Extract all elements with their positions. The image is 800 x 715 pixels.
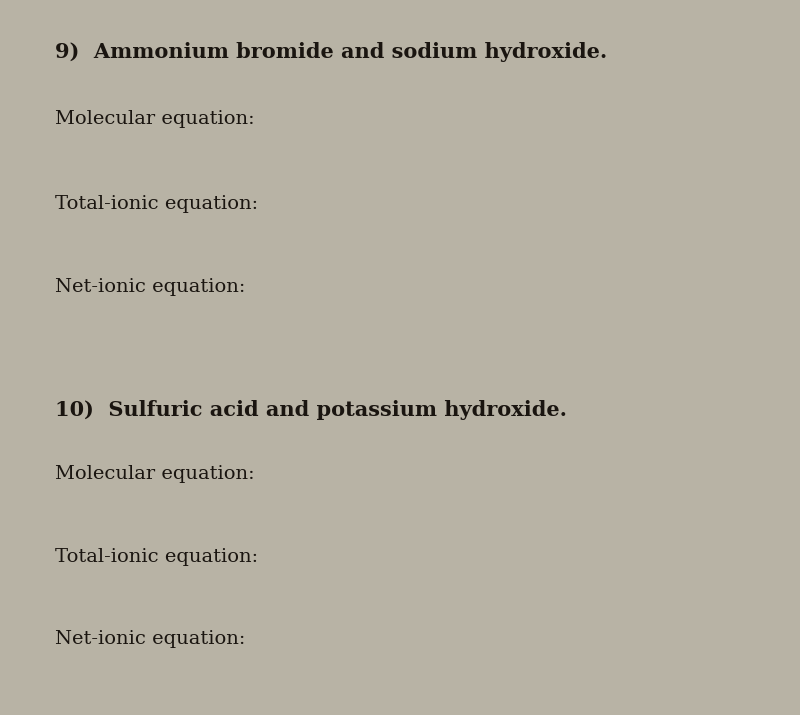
Text: Net-ionic equation:: Net-ionic equation: [55, 278, 246, 296]
Text: 10)  Sulfuric acid and potassium hydroxide.: 10) Sulfuric acid and potassium hydroxid… [55, 400, 567, 420]
Text: Net-ionic equation:: Net-ionic equation: [55, 630, 246, 648]
Text: Molecular equation:: Molecular equation: [55, 110, 254, 128]
Text: Molecular equation:: Molecular equation: [55, 465, 254, 483]
Text: Total-ionic equation:: Total-ionic equation: [55, 195, 258, 213]
Text: 9)  Ammonium bromide and sodium hydroxide.: 9) Ammonium bromide and sodium hydroxide… [55, 42, 607, 62]
Text: Total-ionic equation:: Total-ionic equation: [55, 548, 258, 566]
